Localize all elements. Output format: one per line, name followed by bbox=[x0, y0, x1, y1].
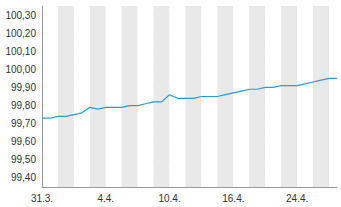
svg-text:99,60: 99,60 bbox=[11, 136, 36, 147]
svg-text:99,50: 99,50 bbox=[11, 154, 36, 165]
svg-text:31.3.: 31.3. bbox=[31, 193, 53, 204]
svg-text:99,40: 99,40 bbox=[11, 172, 36, 183]
svg-text:100,00: 100,00 bbox=[5, 64, 36, 75]
svg-text:24.4.: 24.4. bbox=[286, 193, 308, 204]
svg-text:4.4.: 4.4. bbox=[97, 193, 114, 204]
svg-text:99,90: 99,90 bbox=[11, 82, 36, 93]
svg-text:16.4.: 16.4. bbox=[222, 193, 244, 204]
svg-text:100,30: 100,30 bbox=[5, 10, 36, 21]
svg-text:99,70: 99,70 bbox=[11, 118, 36, 129]
svg-text:99,80: 99,80 bbox=[11, 100, 36, 111]
svg-text:100,10: 100,10 bbox=[5, 46, 36, 57]
svg-text:10.4.: 10.4. bbox=[158, 193, 180, 204]
svg-text:100,20: 100,20 bbox=[5, 28, 36, 39]
